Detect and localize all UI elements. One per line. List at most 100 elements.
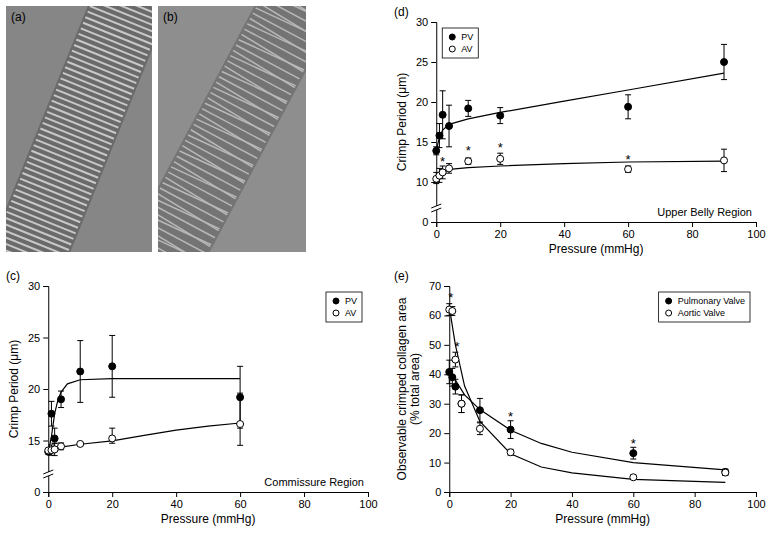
y-tick-mark bbox=[431, 102, 436, 103]
data-point bbox=[48, 410, 55, 417]
panel-label: (e) bbox=[394, 269, 409, 283]
x-tick: 0 bbox=[434, 222, 440, 240]
y-axis-title: Crimp Period (μm) bbox=[7, 340, 21, 438]
error-bar bbox=[497, 108, 503, 124]
crimp-stripe bbox=[158, 204, 215, 238]
data-point bbox=[109, 363, 116, 370]
x-tick-label: 40 bbox=[171, 498, 183, 510]
x-axis: 020406080100 bbox=[46, 492, 378, 510]
fiber-band bbox=[158, 6, 306, 252]
x-tick-label: 40 bbox=[566, 498, 578, 510]
plot-area bbox=[433, 44, 728, 183]
data-point bbox=[446, 165, 453, 172]
y-tick: 30 bbox=[416, 16, 436, 28]
x-tick-label: 60 bbox=[622, 228, 634, 240]
axis-break-mark bbox=[43, 474, 53, 478]
y-tick: 50 bbox=[429, 339, 449, 351]
crimp-stripe bbox=[180, 147, 245, 184]
panel-label: (b) bbox=[163, 10, 178, 24]
y-axis-title-group: Observable crimped collagen area(% total… bbox=[395, 297, 422, 480]
x-tick: 80 bbox=[686, 222, 698, 240]
x-tick: 20 bbox=[107, 492, 119, 510]
y-tick-label: 10 bbox=[416, 176, 428, 188]
y-tick: 20 bbox=[416, 96, 436, 108]
crimp-stripe bbox=[222, 68, 287, 105]
axis-break-mark bbox=[43, 470, 53, 474]
error-bar bbox=[508, 449, 514, 455]
x-tick-mark bbox=[368, 492, 369, 497]
legend-label: PV bbox=[461, 32, 473, 42]
legend-marker bbox=[666, 298, 672, 304]
x-tick: 60 bbox=[234, 492, 246, 510]
error-bar bbox=[48, 401, 54, 426]
y-tick-label: 0 bbox=[435, 486, 441, 498]
crimp-stripe bbox=[90, 6, 152, 33]
data-point bbox=[630, 450, 637, 457]
crimp-stripe bbox=[6, 251, 58, 252]
x-tick-mark bbox=[112, 492, 113, 497]
x-tick: 0 bbox=[46, 492, 52, 510]
x-tick: 100 bbox=[747, 492, 765, 510]
error-bar bbox=[446, 105, 452, 147]
x-tick: 40 bbox=[171, 492, 183, 510]
data-point bbox=[452, 356, 459, 363]
panel-label: (c) bbox=[6, 269, 20, 283]
legend-marker bbox=[449, 34, 455, 40]
x-axis-line bbox=[49, 493, 369, 498]
data-point bbox=[476, 407, 483, 414]
y-tick-label: 30 bbox=[429, 398, 441, 410]
crimp-stripe bbox=[223, 66, 288, 103]
significance-mark: * bbox=[454, 339, 459, 354]
x-tick-label: 0 bbox=[434, 228, 440, 240]
y-tick-label: 0 bbox=[422, 216, 428, 228]
data-point bbox=[458, 400, 465, 407]
y-tick-label: 30 bbox=[416, 16, 428, 28]
x-axis-title: Pressure (mmHg) bbox=[161, 512, 256, 526]
y-tick-mark bbox=[431, 22, 436, 23]
crimp-stripe bbox=[239, 36, 304, 73]
legend-frame bbox=[326, 292, 362, 322]
crimp-stripe bbox=[158, 193, 221, 230]
crimp-stripe bbox=[158, 220, 207, 252]
x-tick: 100 bbox=[747, 222, 765, 240]
y-axis-title: Observable crimped collagen area(% total… bbox=[395, 297, 422, 480]
region-label: Commissure Region bbox=[264, 476, 364, 488]
error-bar bbox=[237, 393, 243, 445]
y-tick-mark bbox=[444, 345, 449, 346]
data-point bbox=[58, 443, 65, 450]
y-tick-label: 0 bbox=[34, 486, 40, 498]
y-tick-label: 20 bbox=[429, 427, 441, 439]
fit-line bbox=[436, 73, 724, 151]
error-bar bbox=[477, 423, 483, 435]
data-point bbox=[77, 440, 84, 447]
x-tick: 80 bbox=[298, 492, 310, 510]
chart: 020406080100010203040506070****Pulmonary… bbox=[429, 280, 766, 526]
crimp-stripe bbox=[172, 162, 237, 199]
data-point bbox=[625, 103, 632, 110]
fiber-band bbox=[6, 6, 152, 252]
x-axis: 020406080100 bbox=[434, 222, 766, 240]
y-axis-line bbox=[444, 287, 450, 493]
y-axis-line bbox=[43, 287, 49, 493]
x-axis-line bbox=[437, 223, 757, 228]
y-tick-label: 15 bbox=[28, 435, 40, 447]
error-bar bbox=[436, 124, 442, 148]
x-tick-mark bbox=[756, 492, 757, 497]
y-tick-label: 40 bbox=[429, 368, 441, 380]
fit-line bbox=[48, 423, 240, 451]
crimp-stripe bbox=[265, 6, 306, 24]
data-point bbox=[507, 426, 514, 433]
x-tick-label: 20 bbox=[505, 498, 517, 510]
x-tick-label: 60 bbox=[628, 498, 640, 510]
y-tick: 25 bbox=[416, 56, 436, 68]
x-tick-label: 0 bbox=[46, 498, 52, 510]
x-tick-mark bbox=[304, 492, 305, 497]
panel-label: (d) bbox=[394, 5, 409, 19]
y-tick-label: 60 bbox=[429, 309, 441, 321]
error-bar bbox=[109, 428, 115, 443]
data-point bbox=[476, 425, 483, 432]
legend-marker bbox=[333, 310, 339, 316]
data-point bbox=[77, 368, 84, 375]
x-axis: 020406080100 bbox=[447, 492, 766, 510]
fit-line bbox=[48, 379, 240, 452]
